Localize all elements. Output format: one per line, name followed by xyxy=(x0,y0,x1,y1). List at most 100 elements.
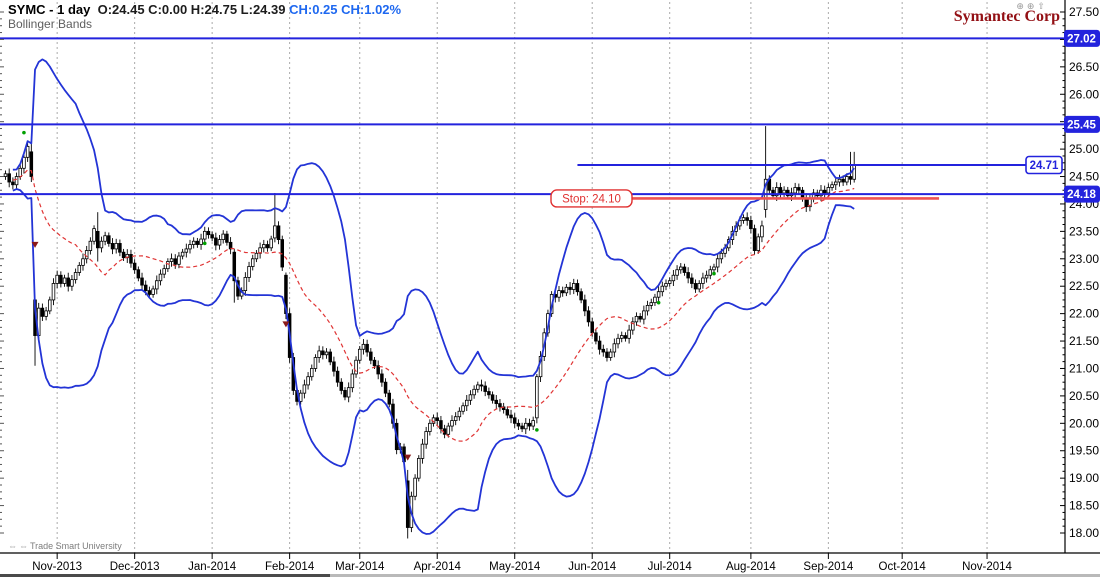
candle-body xyxy=(380,373,384,383)
candle-body xyxy=(664,283,668,287)
price-badge[interactable] xyxy=(1064,115,1100,133)
candle-body xyxy=(756,236,761,251)
horizontal-scrollbar[interactable] xyxy=(0,574,1100,577)
target-price-badge-text: 24.71 xyxy=(1030,160,1059,172)
candle-body xyxy=(180,251,185,257)
price-axis-label: 23.50 xyxy=(1069,224,1099,238)
price-badge[interactable] xyxy=(1064,185,1100,203)
candlestick-series xyxy=(3,126,856,539)
candle-body xyxy=(350,373,355,389)
arrow-up-annotation-icon[interactable]: ⇧ xyxy=(1037,1,1048,11)
candle-body xyxy=(848,176,853,180)
bollinger-upper-band xyxy=(12,58,855,379)
footer-credit: ⇔ ⇔ Trade Smart University xyxy=(8,541,122,551)
candle-body xyxy=(62,277,67,284)
candle-body xyxy=(169,258,174,262)
candle-body xyxy=(70,279,74,287)
candle-body xyxy=(601,348,606,353)
candle-body xyxy=(321,350,325,356)
candle-body xyxy=(797,187,801,191)
candle-body xyxy=(99,240,104,249)
move-annotation-icon[interactable]: ⊕ xyxy=(1026,1,1038,11)
price-axis-label: 22.50 xyxy=(1069,279,1099,293)
candle-body xyxy=(512,417,517,424)
annotation-toolbar: ⊕⊕⇧ xyxy=(1016,1,1048,12)
candle-body xyxy=(25,145,30,158)
candle-body xyxy=(129,254,133,264)
candle-body xyxy=(66,277,70,287)
candle-body xyxy=(420,443,425,459)
candle-body xyxy=(564,286,569,294)
candle-body xyxy=(121,251,126,259)
price-axis-label: 21.50 xyxy=(1069,334,1099,348)
price-axis-label: 20.00 xyxy=(1069,416,1099,430)
candle-body xyxy=(834,181,838,186)
candle-body xyxy=(841,178,845,183)
candle-body xyxy=(173,258,177,265)
candle-body xyxy=(88,240,93,251)
candle-body xyxy=(638,315,642,320)
candle-body xyxy=(752,228,757,251)
month-label: Feb-2014 xyxy=(265,561,315,573)
candle-body xyxy=(675,269,679,276)
candle-body xyxy=(826,187,831,194)
candle-body xyxy=(612,343,617,353)
candle-body xyxy=(686,272,690,279)
candle-body xyxy=(468,394,473,401)
candle-body xyxy=(250,258,255,267)
chart-header: SYMC - 1 day O:24.45 C:0.00 H:24.75 L:24… xyxy=(8,2,401,32)
candle-body xyxy=(417,458,421,479)
candle-body xyxy=(697,283,701,290)
stop-label-box[interactable] xyxy=(550,189,633,208)
price-axis-label: 26.50 xyxy=(1069,60,1099,74)
candle-body xyxy=(136,269,141,279)
candle-body xyxy=(306,376,310,386)
candle-body xyxy=(524,422,528,430)
candle-body xyxy=(509,414,513,419)
candle-body xyxy=(302,384,307,394)
candle-body xyxy=(107,235,111,244)
candle-body xyxy=(335,370,340,383)
candle-body xyxy=(247,266,251,278)
price-axis-label: 20.50 xyxy=(1069,389,1099,403)
candle-body xyxy=(3,173,8,177)
price-level-badges[interactable]: 27.02 25.45 24.18 24.71 xyxy=(1025,29,1100,203)
candle-body xyxy=(531,420,535,427)
candle-body xyxy=(520,425,524,430)
candle-body xyxy=(269,238,273,249)
candle-body xyxy=(649,302,654,306)
candle-body xyxy=(749,219,753,230)
month-label: Jun-2014 xyxy=(568,561,617,573)
target-price-badge[interactable] xyxy=(1025,155,1063,175)
scrollbar-segment[interactable] xyxy=(0,574,330,577)
candle-body xyxy=(276,225,281,240)
candle-body xyxy=(361,343,366,350)
candle-body xyxy=(845,176,849,183)
candle-body xyxy=(572,283,576,290)
price-level-lines[interactable]: Stop: 24.10 xyxy=(0,37,1065,208)
double-arrow-icon[interactable]: ⇔ xyxy=(19,541,28,551)
price-axis-label: 18.00 xyxy=(1069,526,1099,540)
price-axis-label: 18.50 xyxy=(1069,499,1099,513)
move-annotation-icon[interactable]: ⊕ xyxy=(1016,1,1027,11)
candle-body xyxy=(265,244,270,249)
candle-body xyxy=(472,388,476,396)
candle-body xyxy=(715,258,720,268)
candle-body xyxy=(690,277,694,284)
month-label: Apr-2014 xyxy=(414,561,462,573)
candle-body xyxy=(29,151,34,177)
price-axis-label: 24.50 xyxy=(1069,170,1099,184)
candle-body xyxy=(55,274,59,284)
candle-body xyxy=(464,399,469,407)
candle-body xyxy=(631,321,635,331)
buy-dot-icon xyxy=(202,241,207,246)
price-badge[interactable] xyxy=(1064,29,1100,47)
candle-body xyxy=(372,359,377,367)
candle-body xyxy=(339,381,344,391)
candle-body xyxy=(96,230,100,249)
double-arrow-icon[interactable]: ⇔ xyxy=(8,541,17,551)
candle-body xyxy=(830,184,834,188)
candle-body xyxy=(682,266,687,273)
candle-body xyxy=(140,277,144,286)
